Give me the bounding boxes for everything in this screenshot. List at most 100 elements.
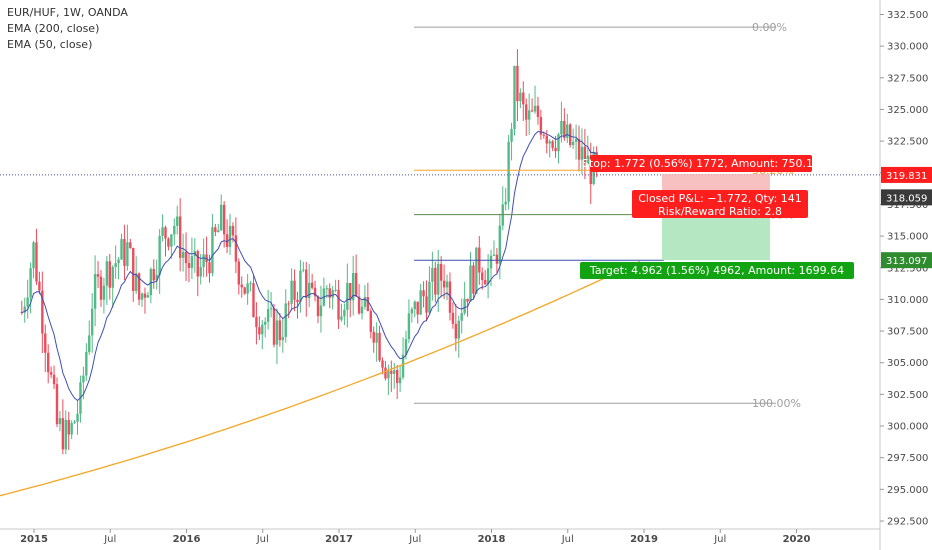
candle-up bbox=[513, 65, 516, 130]
candle-down bbox=[466, 298, 469, 302]
candle-down bbox=[99, 276, 103, 300]
candle-down bbox=[61, 418, 65, 450]
candle-down bbox=[35, 242, 38, 282]
candle-down bbox=[381, 360, 384, 368]
candle-up bbox=[548, 141, 551, 144]
closed-pnl-label: Closed P&L: −1.772, Qty: 141Risk/Reward … bbox=[632, 190, 808, 218]
candle-up bbox=[410, 309, 414, 314]
candle-up bbox=[82, 375, 85, 383]
candle-down bbox=[143, 293, 147, 298]
target-label-text: Target: 4.962 (1.56%) 4962, Amount: 1699… bbox=[589, 264, 844, 277]
candle-down bbox=[337, 289, 340, 320]
candle-up bbox=[343, 309, 346, 317]
fib-level-label: 0.00% bbox=[752, 21, 787, 34]
candle-down bbox=[293, 280, 296, 300]
candle-down bbox=[516, 65, 519, 102]
candle-up bbox=[170, 234, 173, 247]
price-tick-label: 325.000 bbox=[887, 105, 928, 116]
time-tick-label: 2018 bbox=[478, 534, 506, 545]
candle-down bbox=[369, 311, 372, 332]
candle-down bbox=[49, 372, 53, 375]
candle-up bbox=[176, 216, 179, 226]
candle-up bbox=[70, 423, 73, 435]
candle-up bbox=[489, 255, 493, 269]
time-tick-label: Jul bbox=[561, 534, 574, 545]
candle-up bbox=[566, 124, 569, 138]
candle-down bbox=[46, 352, 50, 373]
symbol-title[interactable]: EUR/HUF, 1W, OANDA bbox=[7, 6, 128, 19]
price-tag-value: 318.059 bbox=[886, 193, 927, 204]
candle-down bbox=[52, 374, 56, 385]
candle-down bbox=[152, 269, 155, 281]
candle-up bbox=[475, 247, 478, 294]
ema50-legend[interactable]: EMA (50, close) bbox=[7, 38, 93, 51]
candle-up bbox=[284, 303, 287, 337]
candle-up bbox=[574, 138, 578, 142]
candle-up bbox=[199, 267, 202, 277]
candle-up bbox=[504, 201, 507, 205]
candle-down bbox=[563, 121, 566, 138]
candle-down bbox=[164, 227, 167, 239]
candle-up bbox=[463, 298, 466, 314]
candle-down bbox=[167, 238, 170, 247]
candle-up bbox=[269, 308, 273, 310]
candle-up bbox=[290, 280, 293, 304]
candle-down bbox=[472, 265, 475, 294]
candle-up bbox=[407, 313, 411, 340]
candle-up bbox=[560, 121, 563, 135]
candle-up bbox=[29, 268, 32, 298]
candle-up bbox=[519, 92, 522, 102]
candle-down bbox=[542, 134, 546, 136]
time-tick-label: 2020 bbox=[783, 534, 811, 545]
candle-down bbox=[184, 251, 188, 264]
stop-label-bg bbox=[590, 155, 812, 172]
candle-up bbox=[88, 335, 91, 353]
candle-down bbox=[240, 284, 243, 288]
candle-down bbox=[416, 301, 419, 315]
closed-pnl-label-text: Closed P&L: −1.772, Qty: 141 bbox=[638, 192, 802, 205]
price-tick-label: 332.500 bbox=[887, 10, 928, 21]
candle-down bbox=[378, 332, 381, 361]
candle-down bbox=[395, 369, 399, 384]
closed-pnl-label-bg bbox=[632, 190, 808, 218]
candle-down bbox=[483, 280, 487, 285]
candle-down bbox=[577, 138, 581, 160]
candle-up bbox=[498, 225, 502, 264]
candle-up bbox=[363, 297, 367, 307]
candle-up bbox=[114, 263, 117, 267]
candle-down bbox=[258, 327, 261, 335]
candle-up bbox=[325, 288, 328, 290]
price-tick-label: 330.000 bbox=[887, 42, 928, 53]
candle-up bbox=[161, 227, 164, 236]
candle-down bbox=[278, 320, 282, 341]
candle-up bbox=[580, 146, 584, 160]
candle-down bbox=[366, 297, 370, 312]
candle-down bbox=[44, 333, 47, 353]
candle-down bbox=[225, 234, 229, 247]
candle-up bbox=[58, 418, 62, 425]
candle-down bbox=[272, 308, 276, 345]
candle-up bbox=[140, 293, 144, 300]
candle-up bbox=[445, 281, 449, 288]
candle-up bbox=[387, 371, 390, 379]
candle-up bbox=[331, 290, 334, 298]
candle-up bbox=[457, 320, 460, 339]
target-label: Target: 4.962 (1.56%) 4962, Amount: 1699… bbox=[580, 262, 854, 279]
candle-up bbox=[120, 239, 123, 260]
candle-down bbox=[231, 225, 235, 236]
candle-up bbox=[217, 230, 220, 233]
target-label-bg bbox=[580, 262, 854, 279]
candle-up bbox=[428, 281, 431, 313]
candle-up bbox=[393, 369, 396, 374]
ema200-legend[interactable]: EMA (200, close) bbox=[7, 22, 100, 35]
candle-up bbox=[431, 267, 434, 282]
candle-down bbox=[252, 283, 255, 317]
price-tick-label: 317.500 bbox=[887, 200, 928, 211]
time-tick-label: 2017 bbox=[325, 534, 353, 545]
candle-up bbox=[173, 225, 176, 235]
candle-up bbox=[90, 308, 94, 336]
candle-up bbox=[249, 283, 252, 285]
fib-level-label: 100.00% bbox=[752, 397, 801, 410]
